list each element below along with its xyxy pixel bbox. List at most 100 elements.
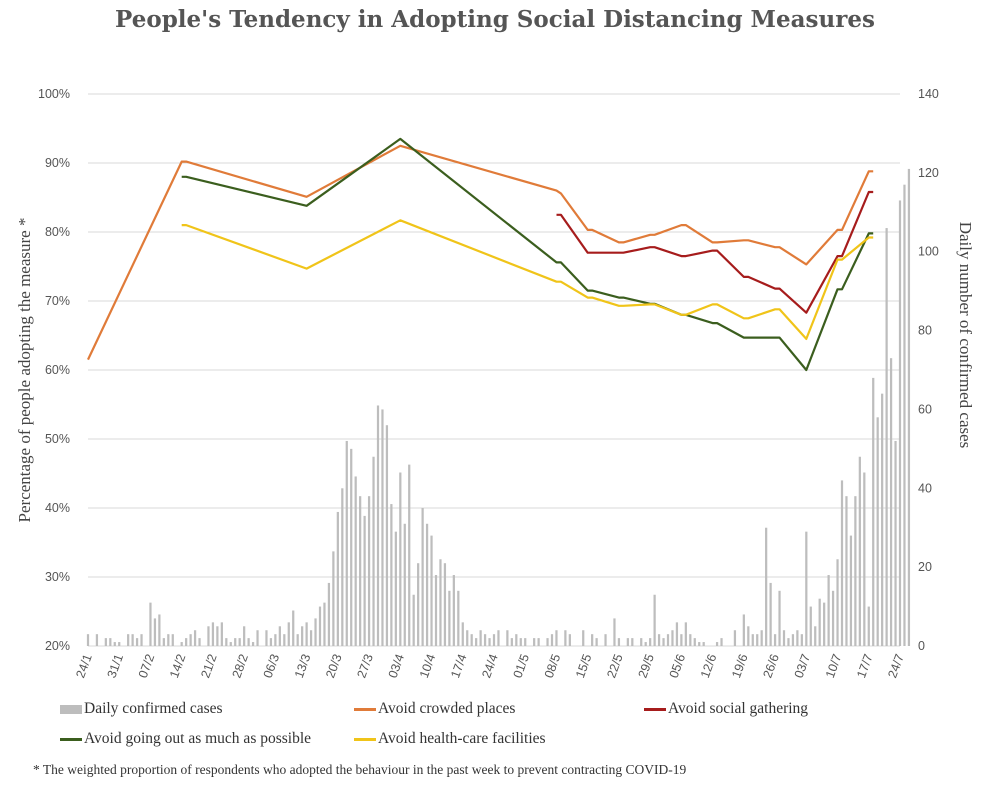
bar-daily-cases	[461, 622, 464, 646]
bar-daily-cases	[756, 634, 759, 646]
right-y-tick-label: 140	[918, 87, 939, 101]
bar-daily-cases	[894, 440, 897, 646]
bar-daily-cases	[649, 638, 652, 646]
legend-label: Daily confirmed cases	[84, 700, 223, 717]
bar-daily-cases	[256, 630, 259, 646]
legend-label: Avoid crowded places	[378, 700, 516, 717]
chart-title: People's Tendency in Adopting Social Dis…	[115, 6, 875, 33]
bar-series-daily-confirmed-cases	[86, 168, 911, 647]
x-tick-label: 10/4	[417, 652, 438, 680]
bar-daily-cases	[385, 425, 389, 646]
bar-daily-cases	[617, 638, 621, 646]
right-y-axis: 0 20 40 60 80 100 120 140	[918, 87, 939, 653]
bar-daily-cases	[903, 184, 906, 646]
bar-daily-cases	[823, 602, 826, 646]
bar-daily-cases	[715, 642, 719, 646]
bar-daily-cases	[425, 523, 429, 646]
bar-daily-cases	[631, 638, 634, 646]
x-tick-label: 27/3	[354, 652, 375, 680]
x-tick-label: 24/7	[885, 652, 906, 680]
bar-daily-cases	[247, 638, 250, 646]
bar-daily-cases	[390, 504, 393, 646]
x-tick-label: 14/2	[167, 652, 188, 680]
bar-daily-cases	[684, 622, 687, 646]
x-tick-label: 03/4	[386, 652, 407, 680]
legend-swatch-line	[354, 707, 376, 711]
right-y-tick-label: 20	[918, 560, 932, 574]
bar-daily-cases	[680, 634, 683, 646]
line-series-group	[87, 137, 874, 372]
x-axis: 24/1 31/1 07/2 14/2 21/2 28/2 06/3 13/3 20/3 27/3…	[73, 652, 906, 680]
bar-daily-cases	[363, 515, 366, 646]
left-y-tick-label: 70%	[45, 294, 70, 308]
bar-daily-cases	[876, 417, 879, 646]
bar-daily-cases	[318, 606, 322, 646]
bar-daily-cases	[854, 496, 857, 646]
bar-daily-cases	[510, 638, 513, 646]
x-tick-label: 08/5	[542, 652, 563, 680]
bar-daily-cases	[439, 559, 442, 646]
legend-label: Avoid health-care facilities	[378, 730, 546, 747]
bar-daily-cases	[791, 634, 795, 646]
bar-daily-cases	[653, 594, 656, 646]
bar-daily-cases	[787, 638, 790, 646]
bar-daily-cases	[546, 638, 549, 646]
bar-daily-cases	[671, 630, 674, 646]
bar-daily-cases	[693, 638, 696, 646]
bar-daily-cases	[519, 638, 522, 646]
bar-daily-cases	[492, 634, 496, 646]
bar-daily-cases	[283, 634, 286, 646]
bar-daily-cases	[301, 626, 304, 646]
bar-daily-cases	[162, 638, 165, 646]
bar-daily-cases	[769, 582, 772, 646]
bar-daily-cases	[243, 626, 246, 646]
bar-daily-cases	[251, 642, 255, 646]
bar-daily-cases	[604, 634, 607, 646]
bar-daily-cases	[827, 575, 830, 646]
x-tick-label: 24/4	[479, 652, 500, 680]
bar-daily-cases	[229, 642, 232, 646]
bar-daily-cases	[287, 622, 290, 646]
bar-daily-cases	[448, 590, 451, 646]
x-tick-label: 10/7	[823, 652, 844, 680]
bar-daily-cases	[814, 626, 817, 646]
x-tick-label: 06/3	[261, 652, 282, 680]
x-tick-label: 21/2	[198, 652, 219, 680]
bar-daily-cases	[278, 626, 281, 646]
x-tick-label: 29/5	[635, 652, 656, 680]
bar-daily-cases	[475, 638, 478, 646]
bar-daily-cases	[733, 630, 737, 646]
right-y-tick-label: 120	[918, 166, 939, 180]
legend-label: Avoid going out as much as possible	[84, 730, 312, 747]
left-y-tick-label: 20%	[45, 639, 70, 653]
bar-daily-cases	[881, 393, 884, 646]
x-tick-label: 19/6	[729, 652, 750, 680]
bar-daily-cases	[640, 638, 643, 646]
bar-daily-cases	[412, 594, 415, 646]
bar-daily-cases	[782, 630, 786, 646]
bar-daily-cases	[309, 630, 313, 646]
bar-daily-cases	[193, 630, 197, 646]
bar-daily-cases	[314, 618, 317, 646]
bar-daily-cases	[292, 610, 295, 646]
bar-daily-cases	[376, 405, 380, 646]
line-avoid-social-gathering	[556, 190, 874, 314]
bar-daily-cases	[131, 634, 134, 646]
right-y-tick-label: 80	[918, 324, 932, 338]
bar-daily-cases	[568, 634, 571, 646]
bar-daily-cases	[818, 598, 821, 646]
bar-daily-cases	[104, 638, 107, 646]
bar-daily-cases	[809, 606, 812, 646]
bar-daily-cases	[582, 630, 585, 646]
bar-daily-cases	[644, 642, 647, 646]
bar-daily-cases	[350, 448, 353, 646]
bar-daily-cases	[457, 590, 460, 646]
bar-daily-cases	[591, 634, 594, 646]
bar-daily-cases	[367, 496, 371, 646]
bar-daily-cases	[497, 630, 500, 646]
line-avoid-going-out-as-much-as-possible	[181, 137, 874, 372]
bar-daily-cases	[898, 200, 902, 646]
bar-daily-cases	[488, 638, 491, 646]
bar-daily-cases	[657, 634, 661, 646]
footnote: * The weighted proportion of respondents…	[33, 762, 687, 777]
